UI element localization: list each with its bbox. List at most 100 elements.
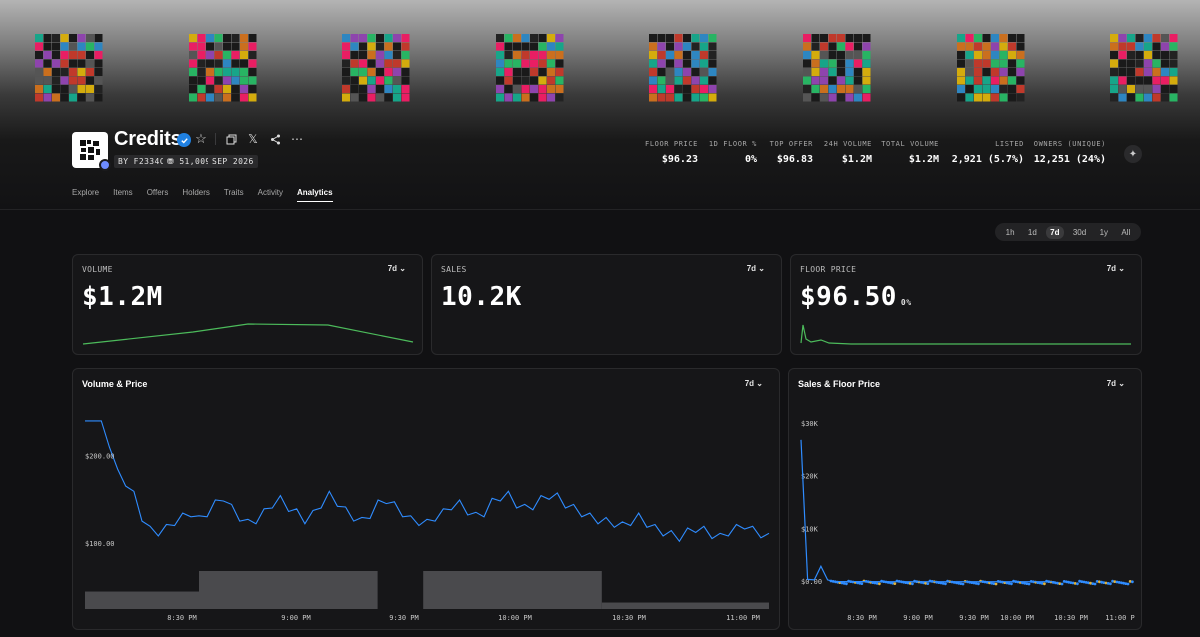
sale-point[interactable]: [1007, 582, 1011, 585]
sale-point[interactable]: [1115, 580, 1119, 584]
range-all[interactable]: All: [1121, 227, 1131, 237]
sale-point[interactable]: [1111, 579, 1114, 583]
sparkle-icon[interactable]: ✦: [1124, 145, 1142, 163]
tab-activity[interactable]: Activity: [257, 188, 283, 197]
volume-bar[interactable]: [85, 591, 199, 609]
floor-period-select[interactable]: 7d ⌄: [1107, 264, 1125, 273]
sale-point[interactable]: [875, 582, 879, 585]
sale-point[interactable]: [1120, 581, 1123, 585]
sale-point[interactable]: [1058, 582, 1062, 585]
tab-offers[interactable]: Offers: [146, 188, 169, 197]
sale-point[interactable]: [926, 582, 930, 585]
sale-point[interactable]: [959, 582, 963, 585]
sale-point[interactable]: [1082, 580, 1086, 584]
sale-point[interactable]: [957, 581, 960, 585]
sales-period-select[interactable]: 7d ⌄: [747, 264, 765, 273]
x-tick-label: 9:30 PM: [389, 614, 419, 622]
sale-point[interactable]: [878, 582, 881, 586]
sale-point[interactable]: [994, 582, 998, 586]
price-series-line[interactable]: [85, 420, 770, 543]
sale-point[interactable]: [873, 581, 877, 585]
sale-point[interactable]: [1087, 581, 1090, 585]
sale-point[interactable]: [1065, 580, 1068, 584]
tab-items[interactable]: Items: [113, 188, 133, 197]
share-icon[interactable]: [267, 131, 283, 147]
sale-point[interactable]: [1128, 580, 1132, 583]
sale-point[interactable]: [1067, 580, 1070, 584]
sale-point[interactable]: [1062, 580, 1066, 583]
range-7d[interactable]: 7d: [1046, 225, 1064, 239]
volume-bar[interactable]: [199, 571, 378, 609]
tab-holders[interactable]: Holders: [182, 188, 210, 197]
favorite-star-icon[interactable]: ☆: [195, 131, 207, 146]
sale-point[interactable]: [1098, 580, 1101, 584]
floor-price-line[interactable]: [800, 439, 1055, 583]
sale-point[interactable]: [840, 581, 844, 585]
sale-point[interactable]: [845, 582, 848, 586]
x-twitter-icon[interactable]: 𝕏: [248, 132, 258, 146]
sale-point[interactable]: [1027, 582, 1031, 586]
sale-point[interactable]: [1095, 580, 1099, 583]
volume-bar[interactable]: [423, 571, 602, 609]
collection-avatar[interactable]: [72, 132, 108, 168]
sale-point[interactable]: [1100, 580, 1103, 584]
sale-point[interactable]: [990, 581, 993, 585]
volume-price-period-select[interactable]: 7d ⌄: [745, 379, 763, 388]
tab-analytics[interactable]: Analytics: [296, 188, 333, 202]
sale-point[interactable]: [1040, 582, 1044, 585]
sale-point[interactable]: [858, 581, 861, 585]
copy-icon[interactable]: [223, 131, 239, 147]
sale-point[interactable]: [1080, 580, 1084, 583]
sale-point[interactable]: [891, 581, 894, 585]
sale-point[interactable]: [1126, 582, 1130, 586]
range-1h[interactable]: 1h: [1005, 227, 1015, 237]
sale-point[interactable]: [1010, 582, 1013, 586]
tab-traits[interactable]: Traits: [223, 188, 244, 197]
sale-point[interactable]: [1084, 581, 1088, 584]
sale-point[interactable]: [974, 582, 978, 585]
sale-point[interactable]: [944, 582, 947, 586]
sale-point[interactable]: [1076, 582, 1079, 586]
sale-point[interactable]: [1122, 581, 1125, 585]
sale-point[interactable]: [1043, 582, 1046, 586]
sale-point[interactable]: [1060, 582, 1064, 586]
sale-point[interactable]: [941, 582, 945, 585]
sales-floor-period-select[interactable]: 7d ⌄: [1107, 379, 1125, 388]
sale-point[interactable]: [961, 582, 965, 586]
range-1y[interactable]: 1y: [1099, 227, 1109, 237]
sale-point[interactable]: [1073, 582, 1077, 585]
sale-point[interactable]: [1071, 581, 1075, 585]
sale-point[interactable]: [1106, 582, 1110, 585]
sale-point[interactable]: [1078, 579, 1081, 583]
creator-badge[interactable]: BY F2334C: [114, 155, 169, 168]
sale-point[interactable]: [860, 582, 864, 585]
sale-point[interactable]: [1089, 581, 1092, 585]
banner-nft-tile: [803, 34, 871, 102]
sale-point[interactable]: [1102, 581, 1106, 584]
sale-point[interactable]: [924, 581, 927, 585]
range-30d[interactable]: 30d: [1072, 227, 1087, 237]
sale-point[interactable]: [1023, 581, 1026, 585]
volume-bar[interactable]: [601, 602, 769, 609]
tab-explore[interactable]: Explore: [72, 188, 100, 197]
volume-period-select[interactable]: 7d ⌄: [388, 264, 406, 273]
sale-point[interactable]: [977, 582, 980, 586]
range-1d[interactable]: 1d: [1027, 227, 1037, 237]
sale-point[interactable]: [911, 582, 914, 586]
sale-point[interactable]: [1025, 582, 1029, 585]
sale-point[interactable]: [1113, 580, 1117, 583]
sale-point[interactable]: [1091, 582, 1095, 585]
sale-point[interactable]: [893, 582, 897, 585]
sale-point[interactable]: [1109, 582, 1112, 586]
sale-point[interactable]: [1131, 580, 1134, 584]
sale-point[interactable]: [908, 582, 912, 585]
sale-point[interactable]: [1117, 581, 1121, 584]
sale-point[interactable]: [842, 582, 846, 585]
sale-point[interactable]: [1069, 581, 1073, 584]
sale-point[interactable]: [992, 582, 996, 585]
sale-point[interactable]: [1056, 581, 1059, 585]
sale-point[interactable]: [1104, 581, 1108, 585]
sale-point[interactable]: [1124, 582, 1128, 585]
sale-point[interactable]: [1093, 582, 1097, 586]
more-options-icon[interactable]: ⋯: [291, 132, 303, 146]
